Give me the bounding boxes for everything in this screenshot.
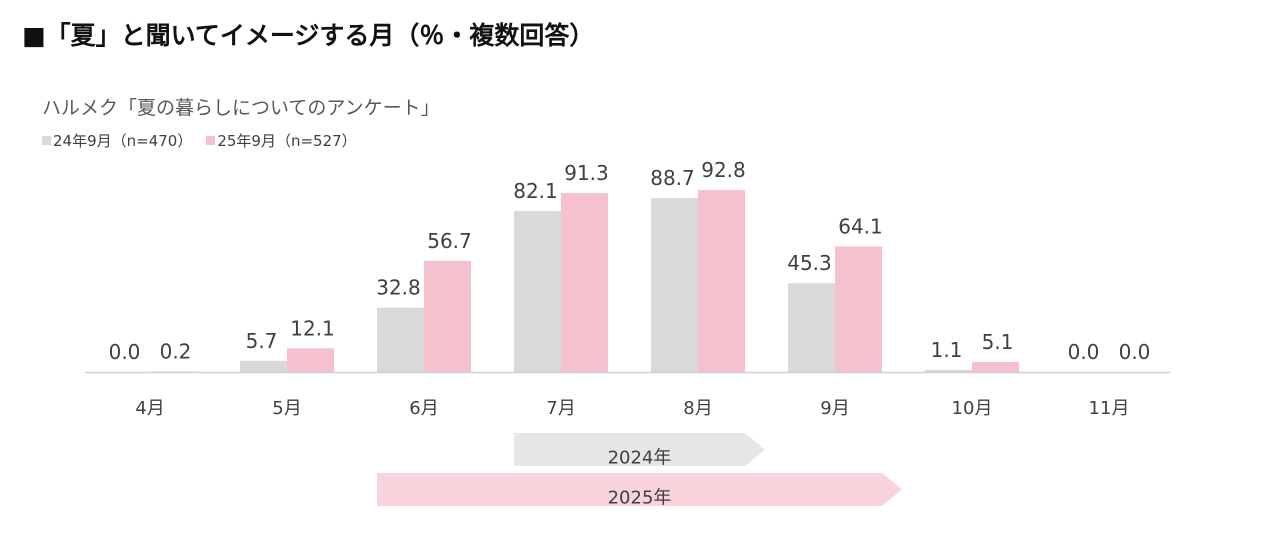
category-label-4: 4月 xyxy=(135,398,164,419)
category-label-11: 11月 xyxy=(1089,398,1130,419)
legend-swatch-2024 xyxy=(42,136,51,145)
value-label-2025-7: 91.3 xyxy=(564,161,609,185)
chart-legend: 24年9月（n=470） 25年9月（n=527） xyxy=(42,130,357,151)
value-label-2024-11: 0.0 xyxy=(1068,340,1100,364)
period-arrow-2024 xyxy=(514,433,765,466)
bar-2025-5 xyxy=(287,348,334,372)
bar-2025-8 xyxy=(698,190,745,372)
value-label-2024-5: 5.7 xyxy=(246,329,278,353)
bar-2025-10 xyxy=(972,362,1019,372)
bar-2025-9 xyxy=(835,246,882,372)
page-title: ■「夏」と聞いてイメージする月（％・複数回答） xyxy=(22,21,595,50)
legend-label-2024: 24年9月（n=470） xyxy=(53,132,193,150)
value-label-2024-8: 88.7 xyxy=(650,166,695,190)
category-label-8: 8月 xyxy=(683,398,712,419)
category-label-9: 9月 xyxy=(820,398,849,419)
bar-2024-7 xyxy=(514,211,561,372)
value-label-2024-6: 32.8 xyxy=(376,276,421,300)
legend-item-2024: 24年9月（n=470） xyxy=(42,130,192,151)
value-label-2024-4: 0.0 xyxy=(109,340,141,364)
value-label-2024-10: 1.1 xyxy=(931,338,963,362)
bar-2024-8 xyxy=(651,198,698,372)
value-label-2024-7: 82.1 xyxy=(513,179,558,203)
chart-subtitle: ハルメク「夏の暮らしについてのアンケート」 xyxy=(42,97,440,119)
value-label-2025-4: 0.2 xyxy=(160,340,192,364)
bar-2024-6 xyxy=(377,307,424,372)
value-label-2025-6: 56.7 xyxy=(427,229,472,253)
category-label-5: 5月 xyxy=(272,398,301,419)
period-arrow-2025 xyxy=(377,473,902,506)
value-label-2025-9: 64.1 xyxy=(838,214,883,238)
value-label-2025-11: 0.0 xyxy=(1119,340,1151,364)
value-label-2024-9: 45.3 xyxy=(787,251,832,275)
legend-swatch-2025 xyxy=(206,136,216,145)
bar-2025-6 xyxy=(424,260,471,372)
category-label-6: 6月 xyxy=(409,398,438,419)
legend-item-2025: 25年9月（n=527） xyxy=(206,130,357,151)
legend-label-2025: 25年9月（n=527） xyxy=(217,132,357,150)
value-label-2025-10: 5.1 xyxy=(982,330,1014,354)
bar-2024-10 xyxy=(925,369,972,372)
value-label-2025-8: 92.8 xyxy=(701,158,746,182)
category-label-7: 7月 xyxy=(546,398,575,419)
value-label-2025-5: 12.1 xyxy=(290,316,335,340)
period-label-2024: 2024年 xyxy=(608,448,672,469)
period-label-2025: 2025年 xyxy=(608,488,672,509)
bar-2024-9 xyxy=(788,283,835,372)
category-label-10: 10月 xyxy=(952,398,993,419)
bar-2025-7 xyxy=(561,193,608,372)
bar-2024-5 xyxy=(240,360,287,372)
